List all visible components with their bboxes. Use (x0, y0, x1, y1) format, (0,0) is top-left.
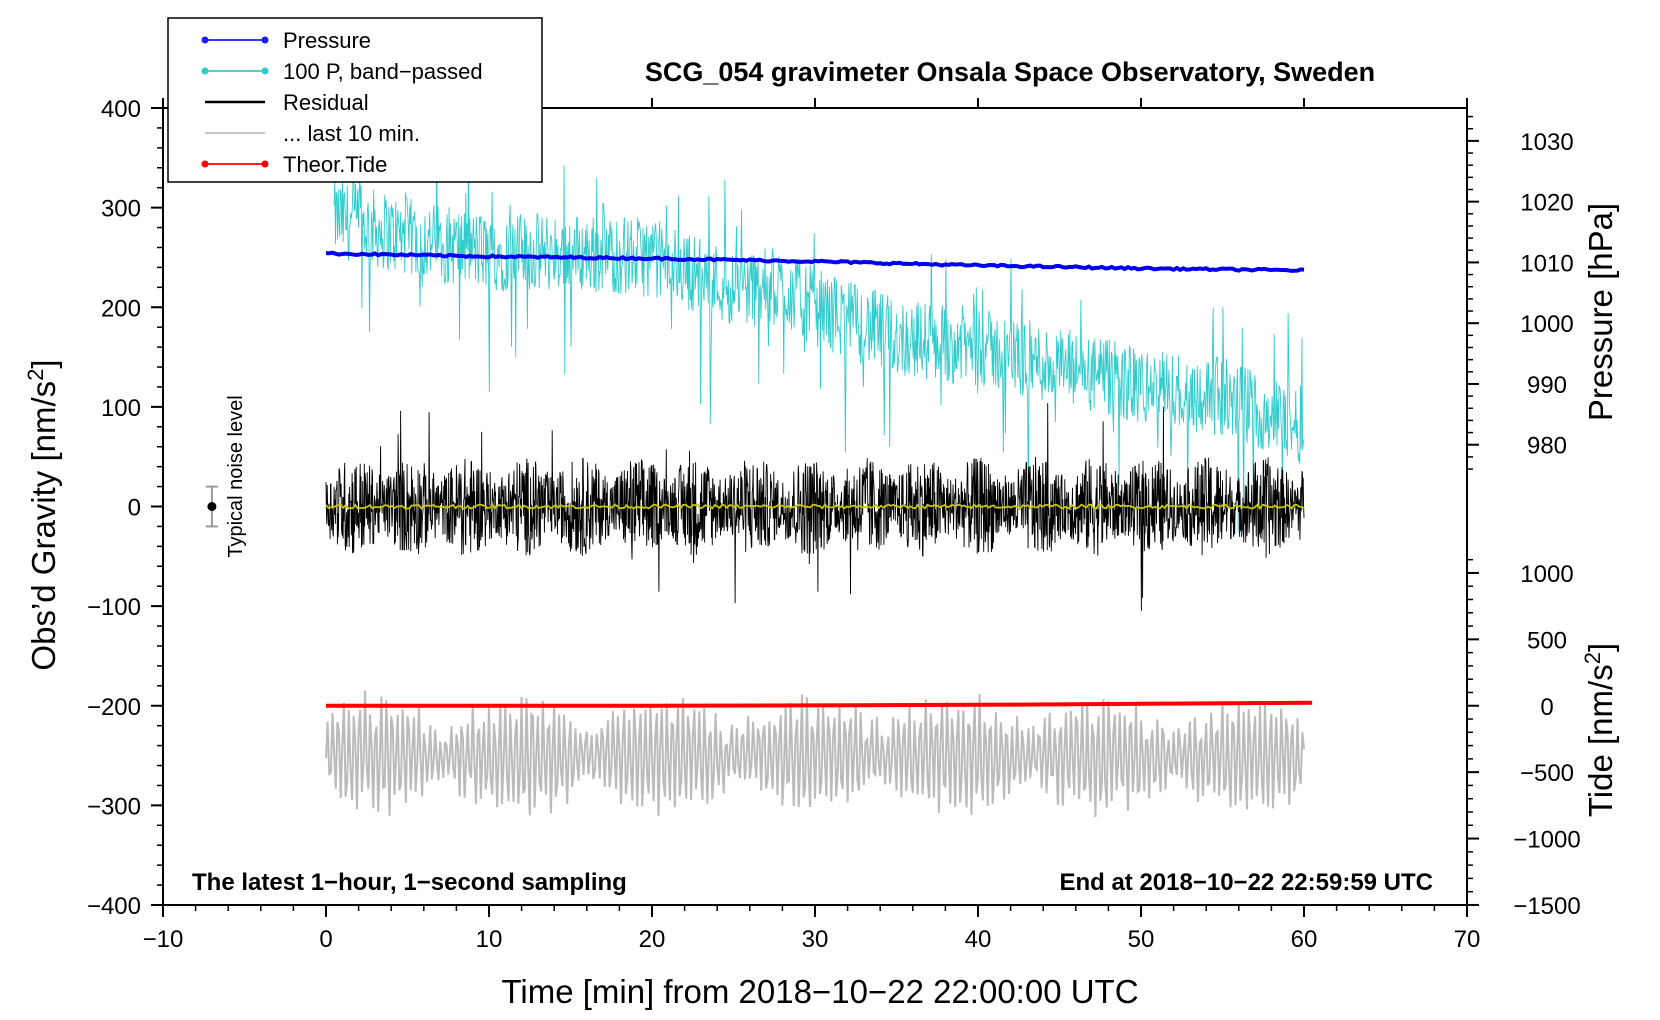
x-tick-label: 30 (802, 926, 829, 953)
pressure-tick-label: 980 (1527, 433, 1567, 460)
noise-point (207, 502, 217, 511)
y-tick-label: 300 (101, 196, 141, 223)
tide-tick-label: −1500 (1513, 893, 1580, 920)
x-tick-label: 40 (965, 926, 992, 953)
legend: Pressure 100 P, band−passed Residual ... la… (167, 17, 543, 183)
legend-marker (201, 36, 209, 44)
y-tick-label: 200 (101, 295, 141, 322)
y-tick-label: 400 (101, 96, 141, 123)
tide-tick-label: 0 (1540, 694, 1553, 721)
y-tick-label: 0 (128, 495, 141, 522)
series-theoretical-tide (326, 700, 1313, 708)
x-tick-label: 0 (319, 926, 332, 953)
noise-marker: Typical noise level (205, 395, 247, 558)
annotation-left: The latest 1−hour, 1−second sampling (192, 869, 627, 896)
y-axis-label-left-main: Obs’d Gravity [nm/s (25, 381, 62, 671)
y-axis-label-tide-sup: 2 (1580, 652, 1605, 664)
x-tick-label: 20 (639, 926, 666, 953)
y-axis-label-pressure: Pressure [hPa] (1582, 203, 1619, 421)
y-axis-label-left-sup: 2 (23, 369, 48, 381)
series-bandpassed-pressure (333, 118, 1305, 534)
chart-title: SCG_054 gravimeter Onsala Space Observat… (645, 57, 1375, 87)
pressure-tick-label: 1000 (1520, 311, 1573, 338)
y-axis-label-tide: Tide [nm/s2] (1580, 643, 1619, 817)
legend-box (167, 17, 543, 183)
pressure-tick-label: 1020 (1520, 190, 1573, 217)
pressure-tick-label: 1010 (1520, 250, 1573, 277)
legend-label: Pressure (283, 28, 371, 53)
legend-marker (201, 160, 209, 168)
pressure-tick-label: 990 (1527, 372, 1567, 399)
series-residual-smoothed (325, 503, 1305, 511)
y-axis-label-left-end: ] (25, 359, 62, 368)
noise-label: Typical noise level (225, 395, 247, 557)
legend-marker (261, 67, 269, 75)
y-tick-label: −200 (87, 694, 141, 721)
x-tick-label: −10 (143, 926, 184, 953)
legend-marker (261, 36, 269, 44)
series-last-10-min (325, 690, 1305, 818)
legend-label: Theor.Tide (283, 152, 387, 177)
tide-tick-label: −500 (1520, 760, 1574, 787)
legend-label: Residual (283, 90, 369, 115)
y-tick-label: −400 (87, 893, 141, 920)
y-axis-label-tide-main: Tide [nm/s (1582, 664, 1619, 817)
x-tick-label: 50 (1128, 926, 1155, 953)
y-tick-label: −100 (87, 594, 141, 621)
y-axis-label-tide-end: ] (1582, 643, 1619, 652)
x-tick-label: 70 (1454, 926, 1481, 953)
series-residual (325, 403, 1305, 611)
legend-label: ... last 10 min. (283, 121, 420, 146)
pressure-tick-label: 1030 (1520, 129, 1573, 156)
legend-marker (261, 160, 269, 168)
tide-tick-label: 500 (1527, 627, 1567, 654)
series-pressure (325, 250, 1305, 273)
tide-tick-label: −1000 (1513, 827, 1580, 854)
x-tick-label: 10 (476, 926, 503, 953)
annotation-right: End at 2018−10−22 22:59:59 UTC (1059, 869, 1433, 896)
x-axis-label: Time [min] from 2018−10−22 22:00:00 UTC (501, 973, 1138, 1010)
y-axis-label-left: Obs’d Gravity [nm/s2] (23, 359, 62, 670)
y-tick-label: −300 (87, 793, 141, 820)
legend-label: 100 P, band−passed (283, 59, 483, 84)
series-layer (325, 118, 1313, 818)
y-tick-label: 100 (101, 395, 141, 422)
legend-marker (201, 67, 209, 75)
tide-tick-label: 1000 (1520, 561, 1573, 588)
x-tick-label: 60 (1291, 926, 1318, 953)
axes-layer: −10 0 10 20 30 40 50 60 70−400−300−200−100010020… (87, 96, 1581, 953)
